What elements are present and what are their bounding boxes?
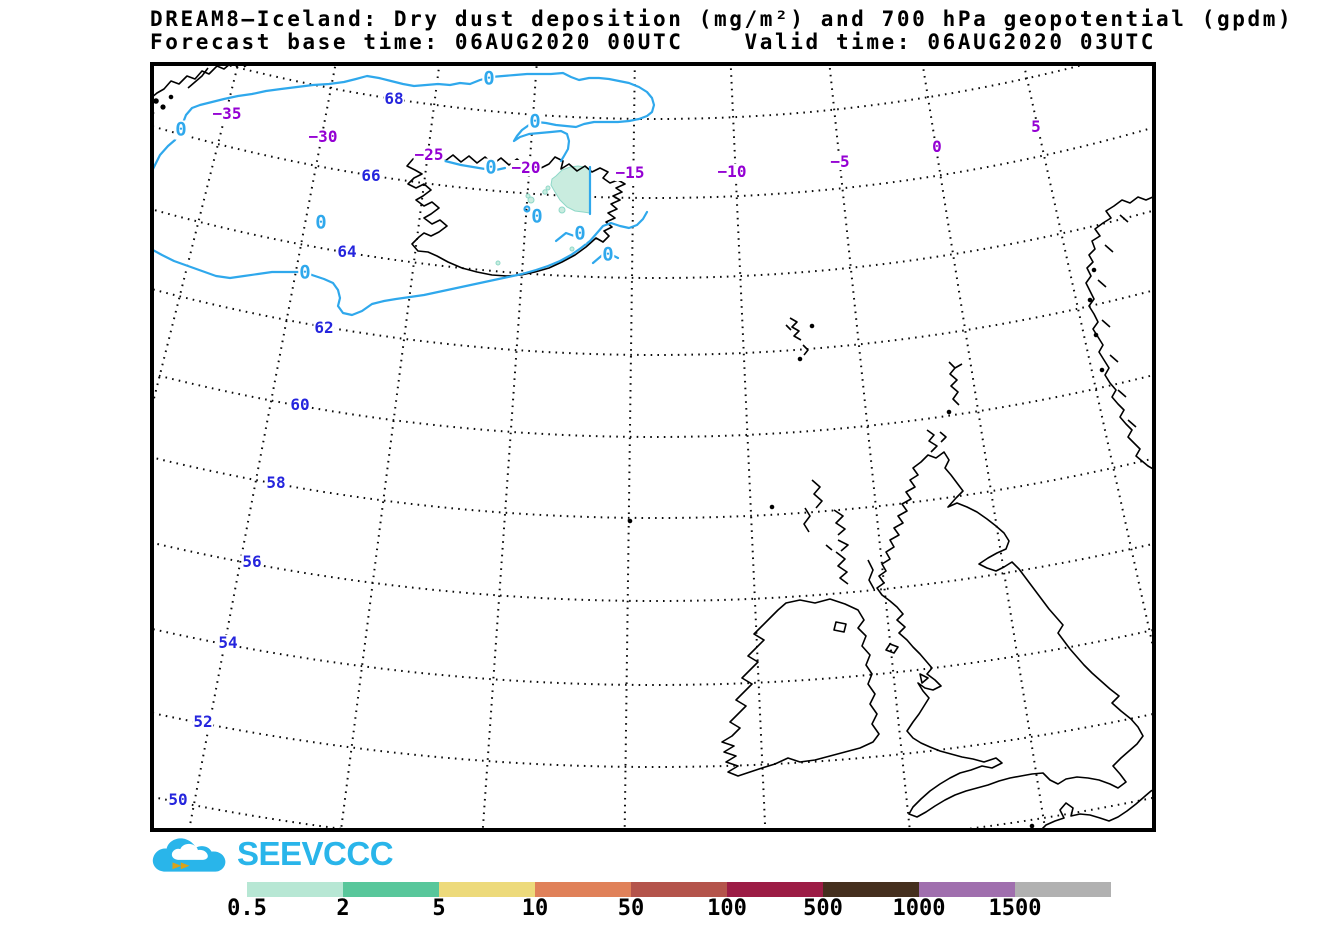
faroe-islands [785, 317, 809, 356]
colorbar-segment [631, 882, 727, 897]
orkney-islands [926, 429, 947, 453]
greenland-coast [154, 66, 229, 97]
st-kilda [769, 504, 775, 510]
map-frame [150, 62, 1156, 832]
fair-isle [946, 409, 952, 415]
great-britain-coast [876, 451, 1144, 818]
isle-of-man [885, 643, 899, 654]
colorbar-segment [535, 882, 631, 897]
colorbar-tick-label: 500 [803, 896, 843, 921]
colorbar-segment [247, 882, 343, 897]
logo-text: SEEVCCC [237, 835, 394, 872]
colorbar-tick-label: 100 [707, 896, 747, 921]
colorbar-tick-label: 1500 [988, 896, 1042, 921]
seevccc-logo: SEEVCCC [150, 835, 410, 877]
colorbar-tick-label: 50 [617, 896, 645, 921]
colorbar-segment [823, 882, 919, 897]
plot-title: DREAM8–Iceland: Dry dust deposition (mg/… [150, 8, 1293, 54]
logo-arrow-icon [172, 862, 190, 870]
colorbar-tick-label: 10 [521, 896, 549, 921]
dust-deposition-patch [495, 165, 591, 266]
anglesey [919, 673, 929, 684]
title-line2: Forecast base time: 06AUG2020 00UTC Vali… [150, 30, 1157, 54]
ireland-coast [721, 598, 880, 777]
iceland-coast [406, 153, 626, 277]
colorbar-segment [727, 882, 823, 897]
shetland-islands [948, 361, 963, 406]
colorbar-segment [343, 882, 439, 897]
colorbar-segment [1015, 882, 1111, 897]
colorbar-tick-label: 0.5 [227, 896, 267, 921]
cloud-logo-icon [152, 838, 226, 872]
hebrides-islands [803, 479, 875, 590]
coastlines [154, 66, 1152, 828]
norway-coast [1085, 196, 1152, 470]
colorbar-tick-label: 2 [336, 896, 350, 921]
colorbar-segment [919, 882, 1015, 897]
lough-neagh [833, 621, 847, 633]
dust-zero-contours [154, 71, 656, 317]
colorbar-segment [439, 882, 535, 897]
colorbar-tick-label: 1000 [892, 896, 946, 921]
title-line1: DREAM8–Iceland: Dry dust deposition (mg/… [150, 7, 1294, 31]
colorbar-tick-label: 5 [432, 896, 446, 921]
rockall [627, 518, 633, 524]
france-coast [1041, 789, 1152, 828]
colorbar-segments [247, 882, 1111, 897]
